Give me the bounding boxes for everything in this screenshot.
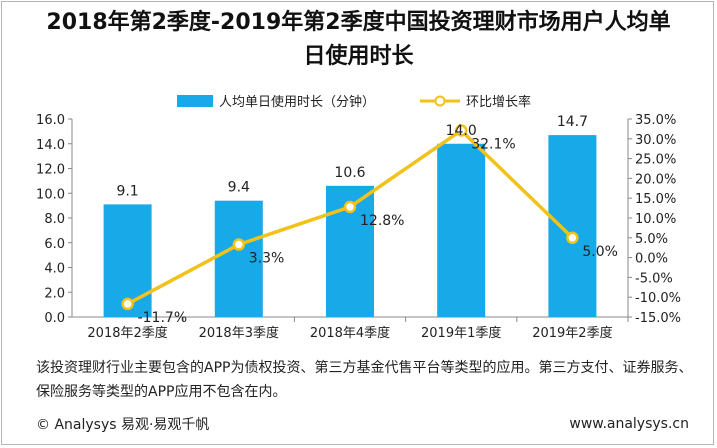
left-tick-label: 10.0 <box>36 187 65 202</box>
chart-title-line-2: 日使用时长 <box>303 44 414 69</box>
bar-value-label: 9.1 <box>116 183 138 199</box>
chart-title-line-1: 2018年第2季度-2019年第2季度中国投资理财市场用户人均单 <box>46 10 671 35</box>
bar-series <box>103 135 597 317</box>
growth-value-label: 3.3% <box>249 251 285 267</box>
right-tick-label: -5.0% <box>635 271 673 286</box>
growth-value-label: -11.7% <box>138 310 188 326</box>
bar-value-label: 14.7 <box>557 114 588 130</box>
x-tick-label: 2018年2季度 <box>87 325 167 341</box>
right-tick-label: 30.0% <box>635 133 676 148</box>
right-tick-label: -10.0% <box>635 291 681 306</box>
growth-point <box>566 231 579 245</box>
bar <box>437 143 486 317</box>
legend-bar-swatch <box>177 95 213 107</box>
legend-bar-label: 人均单日使用时长（分钟） <box>219 94 375 110</box>
footnote: 该投资理财行业主要包含的APP为债权投资、第三方基金代售平台等类型的应用。第三方… <box>36 360 693 400</box>
x-tick-label: 2019年1季度 <box>421 325 501 341</box>
left-tick-label: 16.0 <box>36 113 65 128</box>
left-tick-label: 0.0 <box>44 311 65 326</box>
chart-title: 2018年第2季度-2019年第2季度中国投资理财市场用户人均单 日使用时长 <box>0 6 717 74</box>
left-tick-label: 2.0 <box>44 286 65 301</box>
left-tick-label: 4.0 <box>44 262 65 277</box>
left-tick-label: 8.0 <box>44 212 65 227</box>
bar-value-label: 14.0 <box>446 123 477 139</box>
data-labels: 9.1 9.4 10.6 14.0 14.7 -11.7% 3.3% 12.8% 32.1% 5.… <box>116 114 618 326</box>
growth-point <box>343 200 357 214</box>
x-tick-label: 2019年2季度 <box>532 325 612 341</box>
legend-line-marker <box>434 95 446 107</box>
right-tick-label: 0.0% <box>635 252 668 267</box>
legend-line-label: 环比增长率 <box>466 94 531 110</box>
right-tick-label: 20.0% <box>635 172 676 187</box>
bar <box>548 135 597 317</box>
legend: 人均单日使用时长（分钟） 环比增长率 <box>177 94 531 110</box>
line-series <box>121 124 579 311</box>
right-tick-label: 35.0% <box>635 113 676 128</box>
x-tick-label: 2018年4季度 <box>310 325 390 341</box>
right-tick-label: 25.0% <box>635 153 676 168</box>
bar-value-label: 10.6 <box>334 165 365 181</box>
right-tick-label: 15.0% <box>635 192 676 207</box>
bar <box>214 200 263 317</box>
left-tick-label: 12.0 <box>36 163 65 178</box>
right-tick-label: 10.0% <box>635 212 676 227</box>
growth-point <box>454 124 468 137</box>
source-credit: © Analysys 易观·易观千帆 <box>36 417 210 433</box>
left-tick-label: 6.0 <box>44 237 65 252</box>
growth-value-label: 12.8% <box>360 213 404 229</box>
left-tick-label: 14.0 <box>36 138 65 153</box>
right-tick-label: 5.0% <box>635 232 668 247</box>
growth-value-label: 5.0% <box>582 244 618 260</box>
x-tick-label: 2018年3季度 <box>199 325 279 341</box>
growth-point <box>232 238 246 251</box>
right-tick-label: -15.0% <box>635 311 681 326</box>
growth-point <box>121 297 134 311</box>
growth-value-label: 32.1% <box>471 136 515 152</box>
source-url: www.analysys.cn <box>569 416 689 432</box>
bar-value-label: 9.4 <box>228 180 250 196</box>
